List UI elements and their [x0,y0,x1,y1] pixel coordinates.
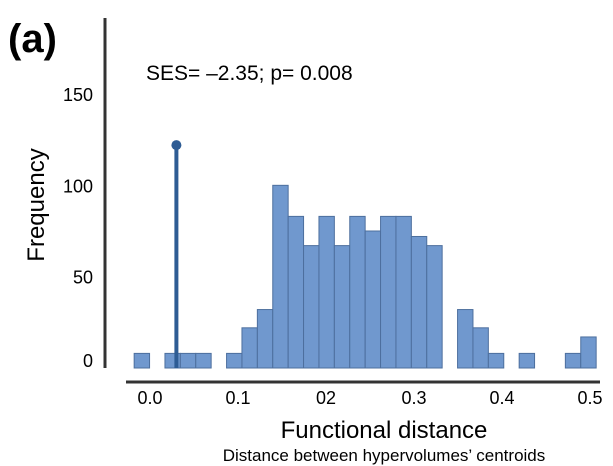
x-tick-labels: 0.0 0.1 02 0.3 0.4 0.5 [137,388,602,408]
histogram-bar [457,309,474,369]
x-tick-label: 0.1 [225,388,250,408]
panel-label: (a) [8,17,57,61]
histogram-bar [518,352,536,369]
y-tick-label: 0 [83,351,93,371]
histogram-bar [426,245,443,369]
annotation-text: SES= –2.35; p= 0.008 [146,62,353,85]
y-tick-label: 100 [63,176,93,196]
histogram-bar [580,336,597,369]
histogram-bar [226,352,243,369]
x-tick-label: 0.4 [489,388,514,408]
histogram-bar [564,352,582,369]
x-tick-label: 0.0 [137,388,162,408]
y-axis-title: Frequency [23,148,50,261]
histogram-bar [318,215,335,369]
histogram-bar [472,327,489,369]
histogram-bar [364,230,382,369]
histogram-bar [133,352,151,369]
histogram-bar [395,215,412,369]
histogram-bar [333,245,351,369]
x-tick-label: 02 [316,388,336,408]
histogram-bar [179,352,197,369]
histogram-bar [256,309,274,369]
histogram-bar [380,215,397,369]
histogram-bar [349,215,366,369]
histogram-bar [287,215,305,369]
histogram-bar [303,245,320,369]
y-tick-labels: 0 50 100 150 [63,85,93,371]
histogram-bar [410,235,428,369]
x-axis-title: Functional distance [281,417,488,444]
x-tick-label: 0.5 [577,388,602,408]
observed-value-marker [171,140,182,368]
histogram-bar [241,327,258,369]
histogram-bar [272,184,289,369]
histogram-bar [487,352,505,369]
y-tick-label: 150 [63,85,93,105]
histogram-bar [195,352,212,369]
y-tick-label: 50 [73,268,93,288]
x-axis-subtitle: Distance between hypervolumes’ centroids [223,446,546,465]
x-tick-label: 0.3 [401,388,426,408]
observed-value-point [171,140,182,151]
histogram-bars [133,184,597,369]
